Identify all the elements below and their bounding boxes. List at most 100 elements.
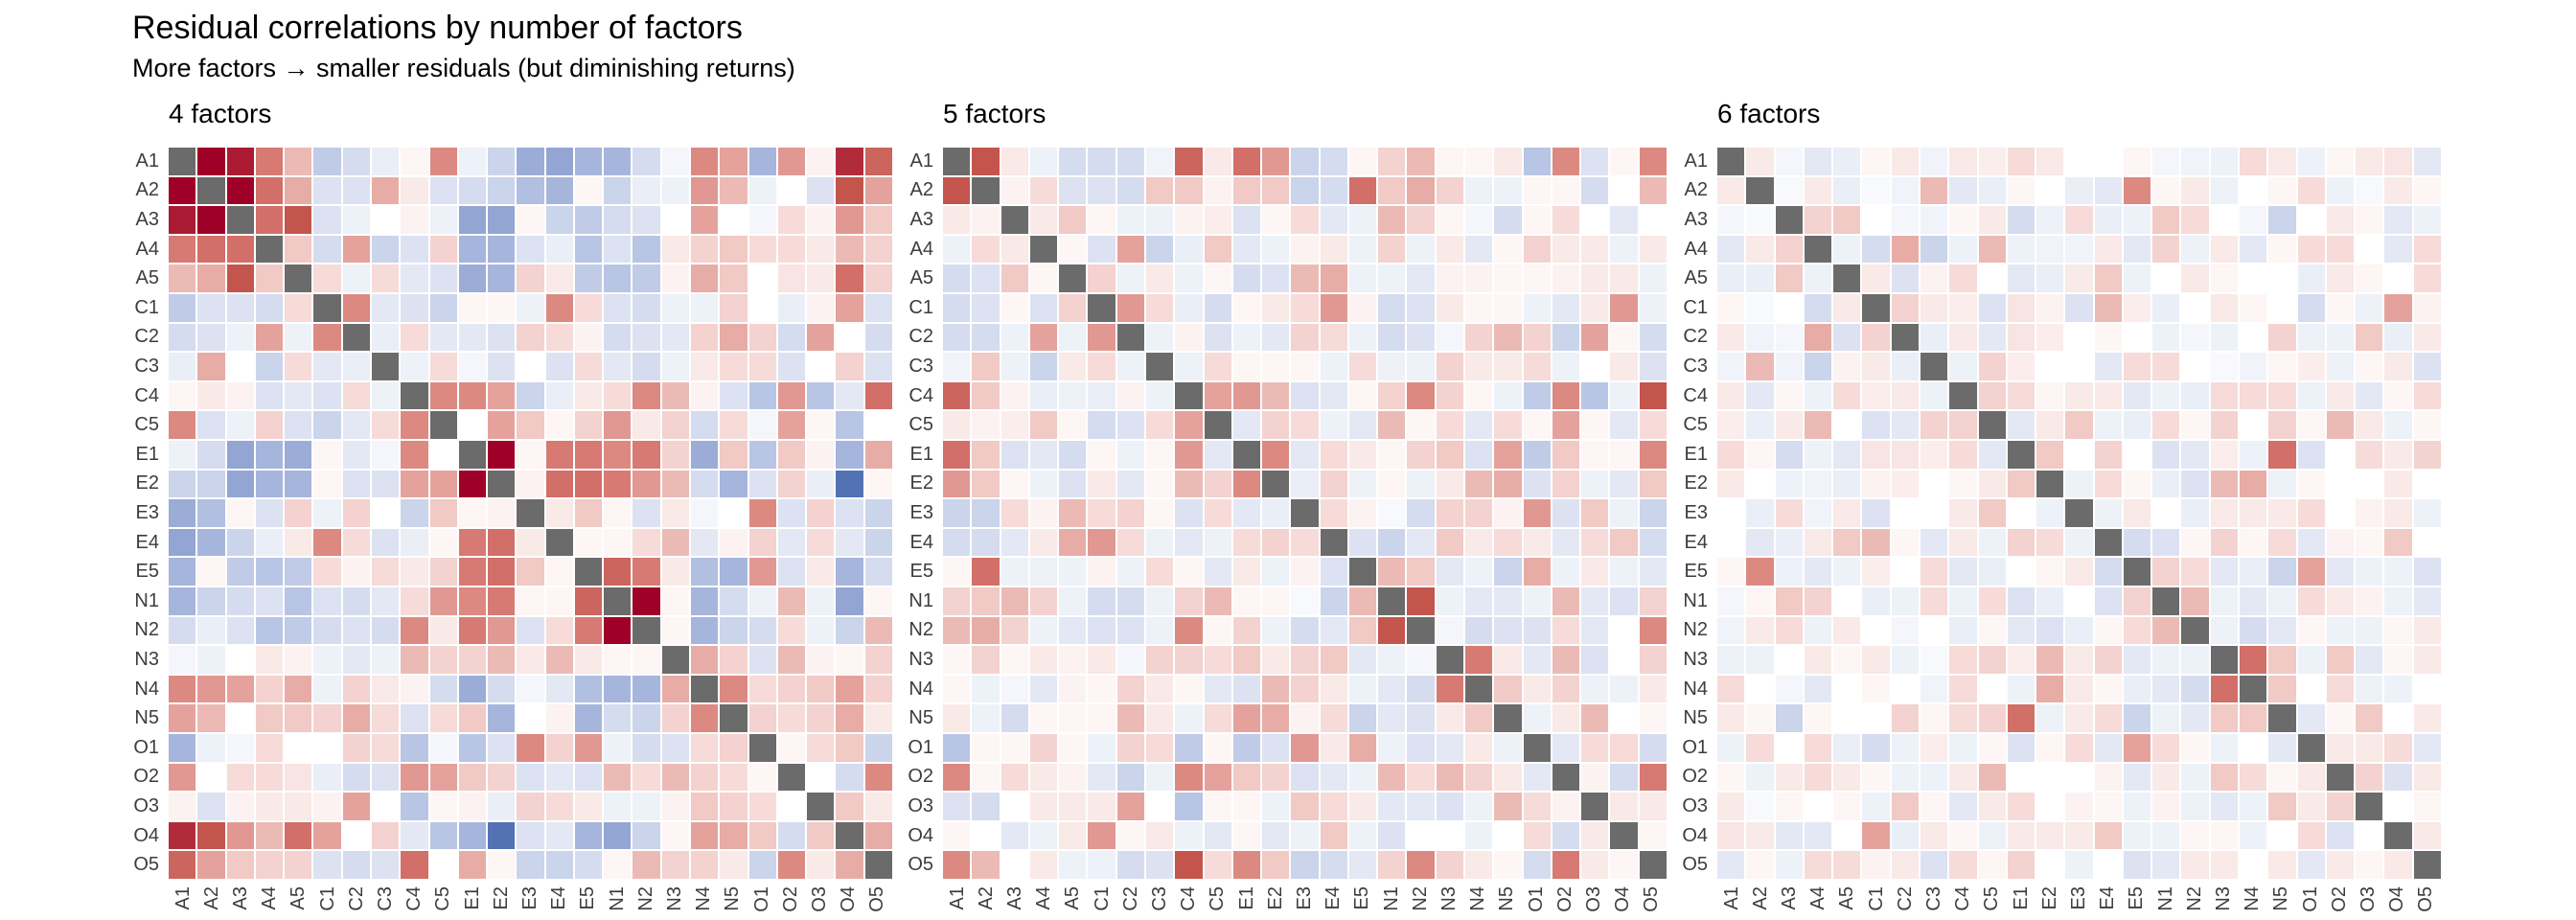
diagonal-cell <box>342 323 370 352</box>
heatmap-cell <box>2094 381 2122 410</box>
heatmap-cell <box>1833 235 1861 264</box>
diagonal-cell <box>1862 294 1890 322</box>
diagonal-cell <box>972 176 1000 205</box>
heatmap-cell <box>1891 763 1919 792</box>
heatmap-cell <box>836 734 863 762</box>
heatmap-cell <box>2065 264 2093 292</box>
heatmap-cell <box>972 294 1000 322</box>
heatmap-cell <box>1348 176 1377 205</box>
heatmap-cell <box>1262 353 1290 380</box>
heatmap-cell <box>1978 793 2006 820</box>
heatmap-cell <box>488 411 516 439</box>
heatmap-cell <box>2123 294 2151 322</box>
heatmap-cell <box>313 323 341 352</box>
heatmap-cell <box>342 587 370 615</box>
heatmap-cell <box>1204 294 1231 322</box>
heatmap-cell <box>517 323 544 352</box>
heatmap-cell <box>1891 616 1919 645</box>
row-label: N2 <box>1683 619 1708 641</box>
heatmap-cell <box>661 763 690 792</box>
heatmap-cell <box>1029 148 1058 175</box>
heatmap-cell <box>2384 704 2412 732</box>
heatmap-cell <box>2210 675 2239 703</box>
heatmap-cell <box>545 616 573 645</box>
row-label: O2 <box>133 766 159 788</box>
heatmap-cell <box>1862 323 1890 352</box>
heatmap-cell <box>1862 734 1890 762</box>
heatmap-cell <box>197 528 225 557</box>
diagonal-cell <box>2268 704 2296 732</box>
heatmap-cell <box>517 558 544 586</box>
heatmap-cell <box>545 176 573 205</box>
heatmap-cell <box>2152 704 2180 732</box>
heatmap-cell <box>1436 470 1464 498</box>
heatmap-cell <box>1862 821 1890 850</box>
heatmap-cell <box>1523 323 1551 352</box>
heatmap-cell <box>1059 206 1087 234</box>
heatmap-cell <box>1717 734 1745 762</box>
heatmap-cell <box>807 353 835 380</box>
heatmap-cell <box>429 264 457 292</box>
heatmap-cell <box>1436 763 1464 792</box>
heatmap-cell <box>2065 353 2093 380</box>
col-label: O4 <box>2383 886 2412 920</box>
diagonal-cell <box>777 763 806 792</box>
heatmap-cell <box>1145 793 1174 820</box>
heatmap-cell <box>1000 353 1028 380</box>
heatmap-cell <box>2297 851 2325 879</box>
heatmap-cell <box>2123 587 2151 615</box>
heatmap-cell <box>1949 353 1977 380</box>
heatmap-cell <box>1581 734 1609 762</box>
heatmap-cell <box>836 381 863 410</box>
col-label: A4 <box>1805 886 1833 920</box>
heatmap-cell <box>2384 353 2412 380</box>
row-label: C1 <box>1683 296 1708 318</box>
heatmap-cell <box>1262 528 1290 557</box>
heatmap-cell <box>1145 675 1174 703</box>
heatmap-cell <box>691 616 719 645</box>
heatmap-cell <box>2007 587 2036 615</box>
heatmap-cell <box>748 353 776 380</box>
heatmap-cell <box>1523 704 1551 732</box>
heatmap-cell <box>2065 558 2093 586</box>
heatmap-cell <box>720 235 748 264</box>
heatmap-cell <box>1232 646 1261 674</box>
heatmap-cell <box>401 704 428 732</box>
col-label-text: O2 <box>2328 886 2350 912</box>
heatmap-cell <box>1145 235 1174 264</box>
heatmap-cell <box>943 381 971 410</box>
col-label: O1 <box>748 886 776 920</box>
heatmap-cell <box>1891 235 1919 264</box>
heatmap-cell <box>2123 148 2151 175</box>
heatmap-cell <box>1436 176 1464 205</box>
row-label: N5 <box>134 707 159 729</box>
heatmap-cell <box>661 176 690 205</box>
heatmap-cell <box>1000 264 1028 292</box>
heatmap-cell <box>2007 646 2036 674</box>
heatmap-cell <box>1348 294 1377 322</box>
heatmap-cell <box>458 499 487 527</box>
heatmap-cell <box>1262 646 1290 674</box>
diagonal-cell <box>1552 763 1580 792</box>
heatmap-cell <box>1552 206 1580 234</box>
col-label-text: N4 <box>693 886 715 911</box>
heatmap-cell <box>285 499 312 527</box>
heatmap-cell <box>2413 763 2441 792</box>
heatmap-cell <box>1746 675 1774 703</box>
heatmap-cell <box>2413 294 2441 322</box>
col-label: A1 <box>1717 886 1746 920</box>
col-label-text: C2 <box>1119 886 1141 911</box>
col-label: A2 <box>1746 886 1775 920</box>
heatmap-cell <box>401 587 428 615</box>
heatmap-cell <box>943 646 971 674</box>
heatmap-cell <box>1232 558 1261 586</box>
heatmap-cell <box>2240 323 2267 352</box>
heatmap-cell <box>169 353 196 380</box>
heatmap-cell <box>1116 441 1144 469</box>
heatmap-cell <box>604 821 632 850</box>
row-label: O2 <box>1682 766 1708 788</box>
heatmap-cell <box>1775 353 1803 380</box>
col-label-text: O1 <box>750 886 772 912</box>
heatmap-cell <box>226 793 254 820</box>
heatmap-cell <box>1920 587 1948 615</box>
